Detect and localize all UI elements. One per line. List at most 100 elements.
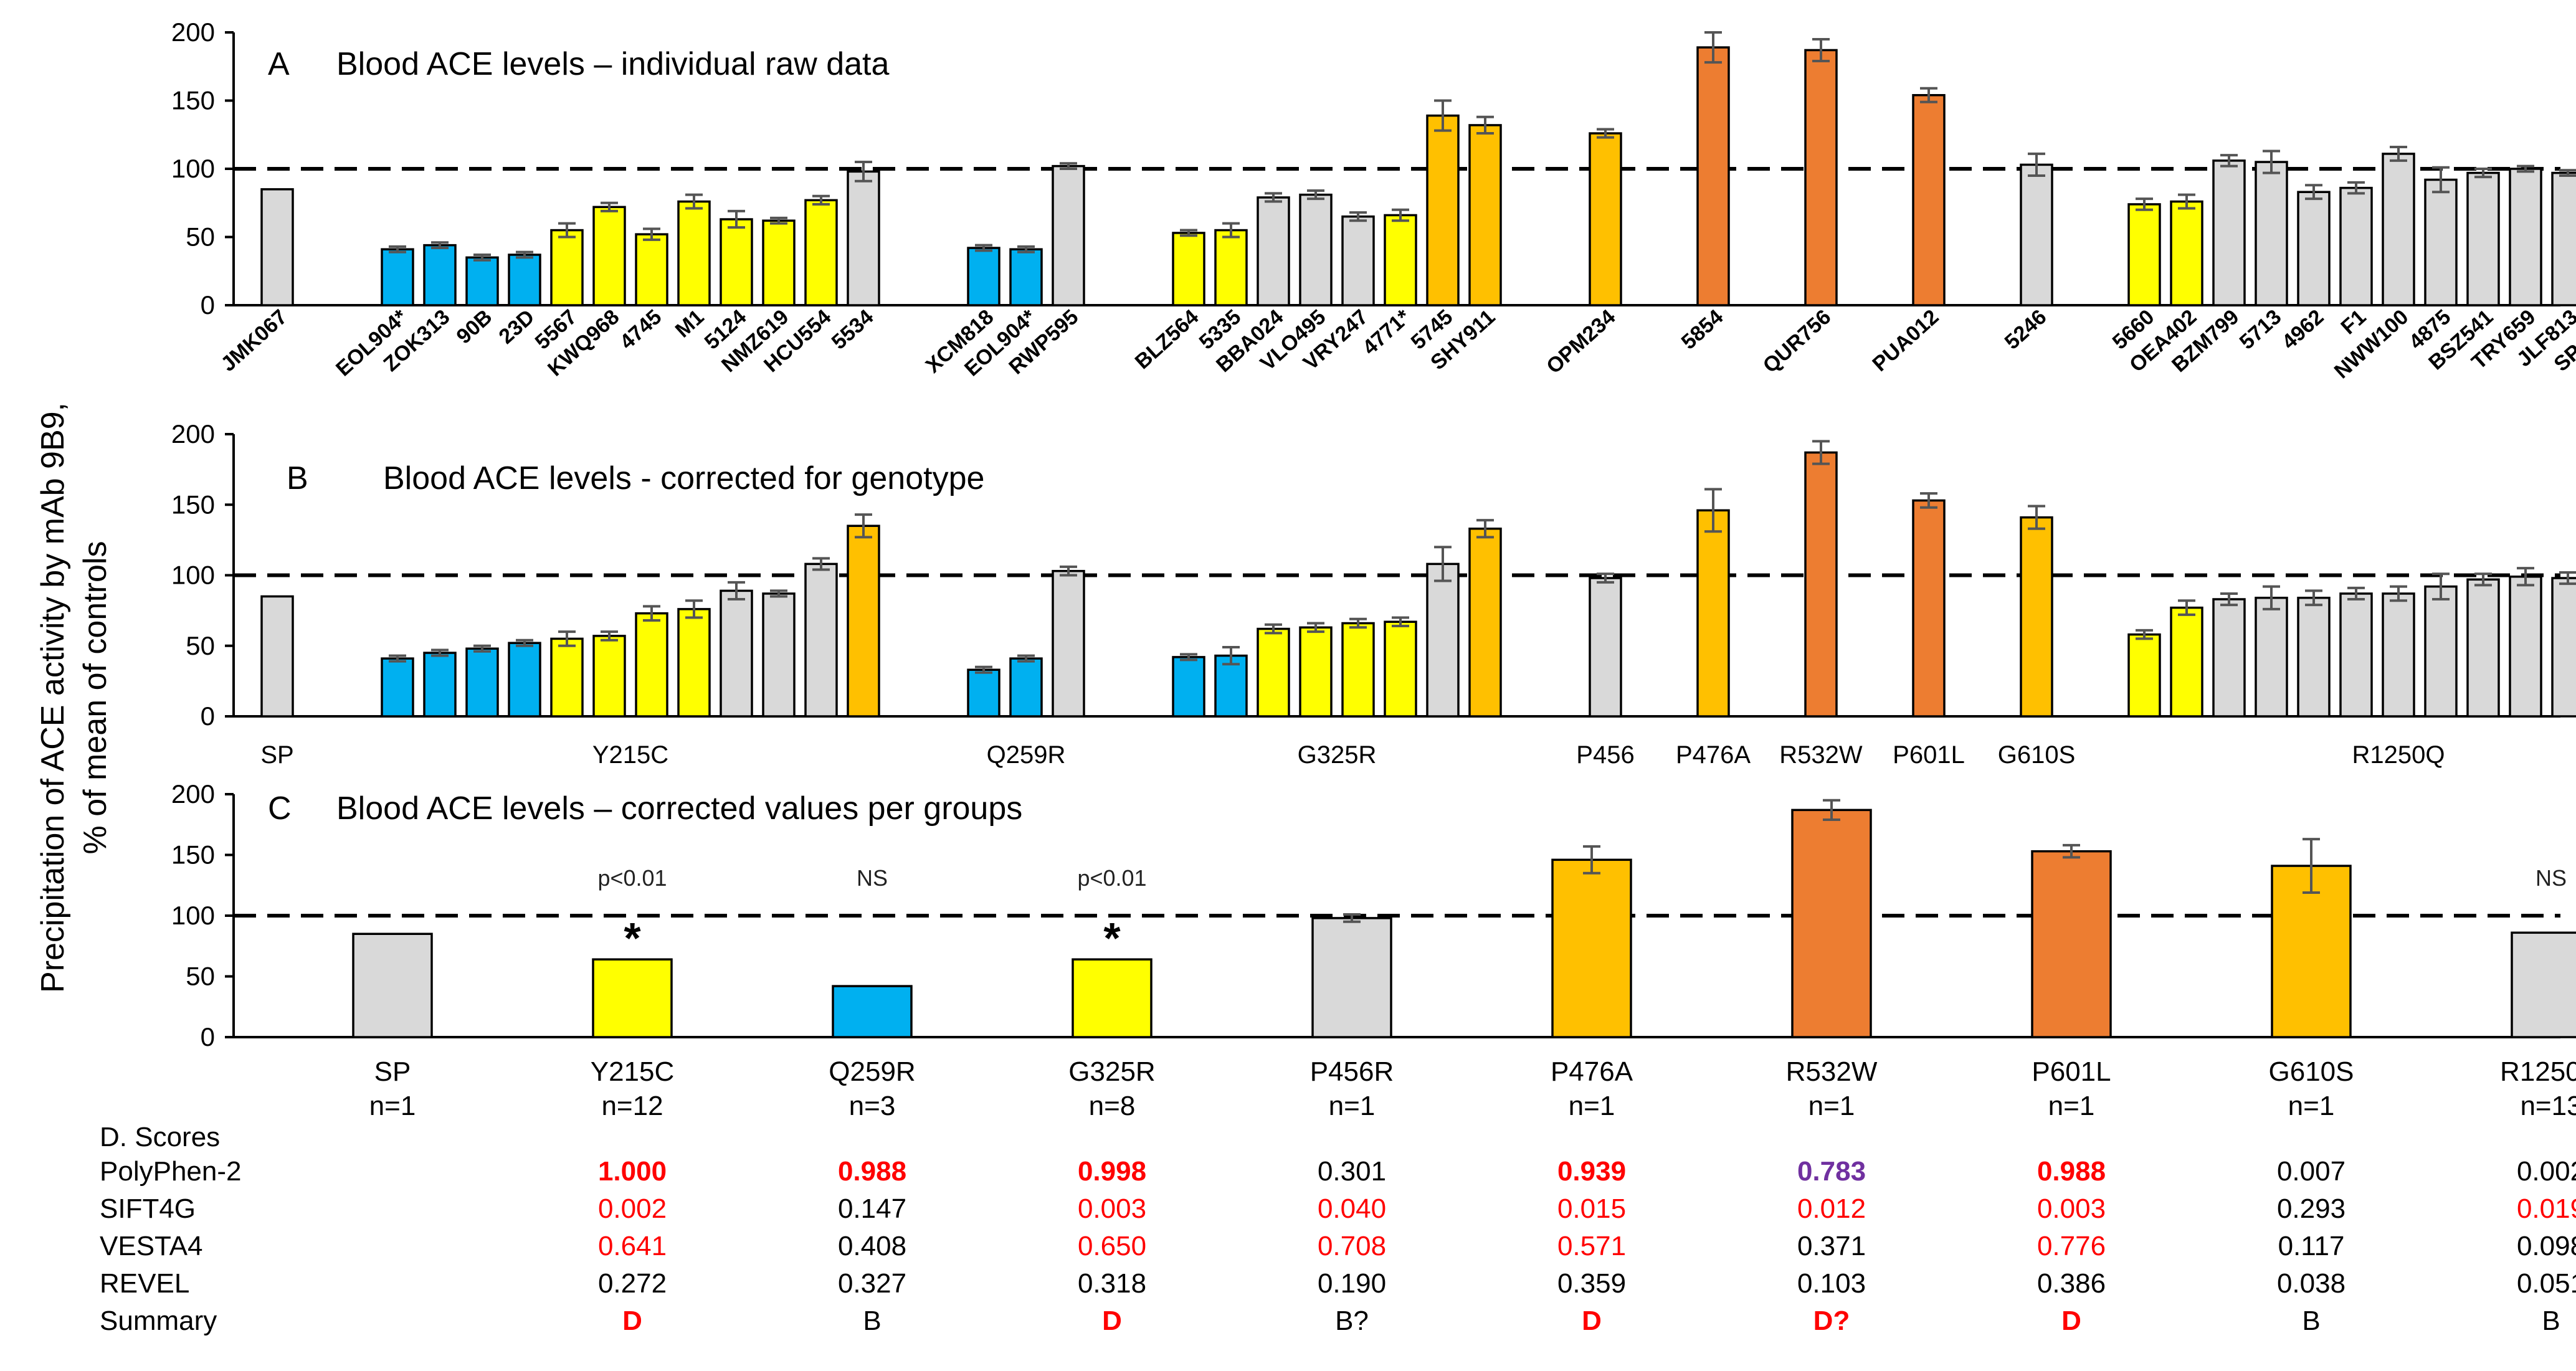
panel-a-bar	[762, 219, 796, 306]
panel-b-bar	[508, 642, 541, 718]
panel-a-x-tick-label: 4962	[2278, 305, 2329, 354]
panel-b-panel-letter: B	[287, 460, 308, 496]
panel-b-bar	[2127, 633, 2161, 718]
score-row-label: SIFT4G	[100, 1193, 196, 1224]
score-value: 0.012	[1797, 1193, 1866, 1224]
panel-a-x-tick-label: 4771*	[1358, 305, 1415, 359]
score-value: 0.103	[1797, 1268, 1866, 1299]
panel-b-bar	[260, 595, 294, 718]
panel-a-bar	[2424, 178, 2458, 306]
panel-a-bar	[2127, 203, 2161, 306]
score-value: 0.098	[2517, 1231, 2576, 1261]
panel-a-bar	[2382, 153, 2415, 306]
score-value: 0.371	[1797, 1231, 1866, 1261]
panel-c-significance-label: p<0.01	[597, 865, 667, 891]
panel-b-bar	[592, 635, 626, 718]
score-value: 0.003	[2037, 1193, 2106, 1224]
score-value: 0.939	[1557, 1156, 1626, 1187]
panel-a-x-tick-label: JMK067	[216, 305, 292, 376]
score-value: 0.571	[1557, 1231, 1626, 1261]
panel-c-bar	[1791, 809, 1872, 1038]
panel-b-group-label: R532W	[1779, 741, 1863, 769]
panel-b-bar	[1804, 451, 1838, 718]
panel-a-chart: 0 50 100 150 200 A Blood ACE levels – individu…	[171, 17, 2576, 383]
score-value: 0.988	[2037, 1156, 2106, 1187]
panel-c-panel-letter: C	[268, 790, 292, 827]
panel-b-bar	[1912, 499, 1946, 718]
panel-a-bar	[1804, 49, 1838, 306]
panel-c-ytick-label: 200	[171, 779, 215, 809]
panel-c-chart: 0 50 100 150 200 C Blood ACE levels – correcte…	[171, 779, 2576, 1121]
panel-b-bar	[381, 657, 414, 718]
panel-b-bar	[2212, 598, 2246, 718]
score-value: 0.051	[2517, 1268, 2576, 1299]
score-value: 0.998	[1078, 1156, 1146, 1187]
panel-b-bar	[720, 589, 753, 718]
panel-a-bar	[1009, 248, 1043, 306]
panel-c-category-label: SP	[374, 1056, 411, 1087]
panel-b-chart: 0 50 100 150 200 B Blood ACE levels - correcte…	[171, 419, 2576, 769]
panel-c-category-label: Y215C	[591, 1056, 675, 1087]
panel-b-bar	[1468, 528, 1502, 718]
score-value: B	[863, 1306, 881, 1336]
panel-a-bar	[2509, 168, 2542, 306]
panel-a-ytick-label: 0	[201, 290, 215, 320]
score-value: 0.272	[598, 1268, 667, 1299]
score-value: 0.783	[1797, 1156, 1866, 1187]
panel-c-bar	[1551, 858, 1632, 1038]
panel-c-n-label: n=8	[1089, 1091, 1136, 1121]
panel-a-bar	[967, 247, 1000, 306]
panel-a-bar	[1214, 229, 1248, 306]
panel-c-n-label: n=1	[369, 1091, 416, 1121]
panel-c-significance-label: p<0.01	[1077, 865, 1146, 891]
score-value: 0.040	[1318, 1193, 1386, 1224]
panel-c-bar	[592, 958, 673, 1038]
panel-a-bar	[1912, 93, 1946, 306]
panel-a-bar	[1589, 132, 1622, 306]
panel-c-category-label: G325R	[1068, 1056, 1155, 1087]
panel-c-category-label: P476A	[1551, 1056, 1633, 1087]
panel-a-bar	[1696, 46, 1730, 306]
panel-c-title: Blood ACE levels – corrected values per …	[336, 790, 1022, 827]
panel-a-bar	[1052, 164, 1085, 306]
score-value: B	[2542, 1306, 2560, 1336]
score-value: 0.007	[2277, 1156, 2345, 1187]
panel-a-ytick-label: 200	[171, 17, 215, 47]
panel-b-bar	[550, 637, 584, 718]
score-value: 0.359	[1557, 1268, 1626, 1299]
panel-a-x-tick-label: 5246	[2000, 305, 2051, 354]
score-value: 0.408	[838, 1231, 906, 1261]
panel-b-title: Blood ACE levels - corrected for genotyp…	[383, 460, 984, 496]
panel-a-bar	[677, 200, 711, 306]
score-value: D	[2061, 1306, 2081, 1336]
score-value: 0.386	[2037, 1268, 2106, 1299]
score-value: 0.988	[838, 1156, 906, 1187]
panel-b-bar	[762, 592, 796, 718]
panel-b-group-label: Q259R	[987, 741, 1066, 769]
panel-a-bar	[2255, 161, 2288, 306]
panel-c-significance-label: NS	[857, 865, 888, 891]
panel-a-x-tick-label: PUA012	[1868, 305, 1943, 376]
panel-b-bar	[1589, 577, 1622, 718]
panel-c-category-label: P456R	[1310, 1056, 1394, 1087]
score-value: B?	[1335, 1306, 1369, 1336]
panel-c-significance-star: *	[624, 914, 641, 962]
panel-a-ytick-label: 100	[171, 154, 215, 183]
panel-b-bar	[2020, 516, 2053, 718]
panel-a-bar	[2551, 171, 2576, 306]
panel-a-ytick-label: 50	[186, 222, 215, 252]
panel-a-bar	[465, 256, 499, 306]
panel-a-bar	[1172, 232, 1205, 306]
panel-b-bar	[2339, 592, 2373, 718]
panel-b-group-label: P601L	[1893, 741, 1965, 769]
score-value: D	[622, 1306, 642, 1336]
panel-b-group-label: G610S	[1998, 741, 2076, 769]
panel-a-bar	[2297, 191, 2331, 306]
panel-c-ytick-label: 150	[171, 840, 215, 870]
score-value: D	[1582, 1306, 1602, 1336]
panel-a-title: Blood ACE levels – individual raw data	[336, 46, 889, 82]
panel-c-bar	[2271, 865, 2352, 1038]
panel-b-bar	[2509, 576, 2542, 718]
panel-a-bar	[1299, 193, 1333, 306]
